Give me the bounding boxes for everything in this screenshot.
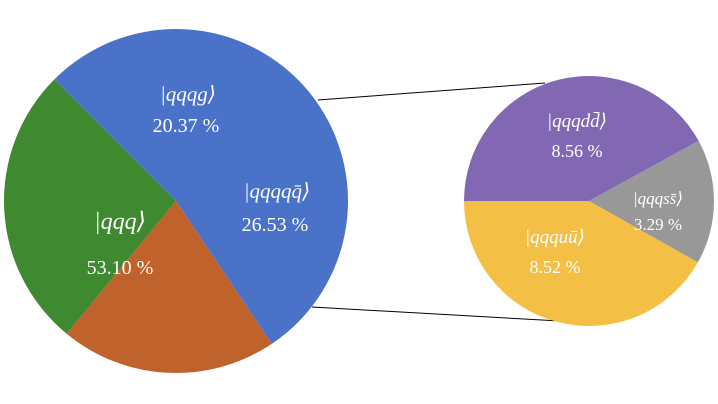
slice-label-qqq: |qqq⟩ (94, 209, 146, 235)
main-pie-slice-0 (54, 28, 349, 344)
breakdown-pie-slice-0 (464, 75, 699, 201)
slice-label-qqqddbar: |qqqdd̄⟩ (547, 111, 607, 132)
slice-value-qqqg: 20.37 % (153, 115, 220, 137)
main-pie-slice-1 (66, 201, 272, 373)
connector-line-bottom (311, 306, 561, 322)
connector-line-top (317, 82, 546, 101)
breakdown-pie-slice-2 (464, 201, 698, 327)
slice-value-qqquubar: 8.52 % (530, 257, 581, 277)
slice-value-qqq: 53.10 % (87, 257, 154, 279)
main-pie (3, 28, 349, 373)
slice-label-qqqqqbar: |qqqqq̄⟩ (244, 179, 310, 203)
slice-label-qqquubar: |qqquū⟩ (525, 227, 585, 248)
breakdown-pie-slice-1 (589, 140, 714, 263)
slice-label-qqqg: |qqqg⟩ (160, 82, 216, 106)
slice-value-qqqssbar: 3.29 % (634, 215, 682, 234)
slice-value-qqqqqbar: 26.53 % (242, 214, 309, 236)
main-pie-slice-2 (3, 79, 176, 334)
breakdown-pie (464, 75, 714, 327)
slice-value-qqqddbar: 8.56 % (552, 141, 603, 161)
slice-label-qqqssbar: |qqqss̄⟩ (633, 189, 683, 208)
